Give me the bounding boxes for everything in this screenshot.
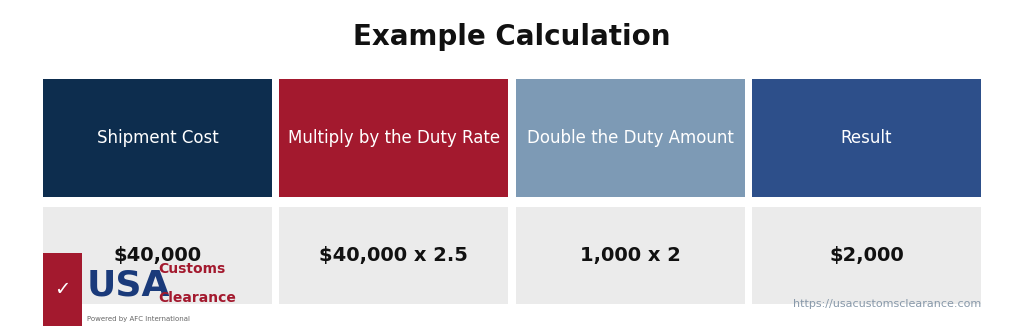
FancyBboxPatch shape <box>43 207 272 304</box>
Text: Result: Result <box>841 129 892 147</box>
Text: Clearance: Clearance <box>159 291 237 305</box>
Text: Customs: Customs <box>159 262 226 276</box>
FancyBboxPatch shape <box>280 207 508 304</box>
FancyBboxPatch shape <box>752 207 981 304</box>
Text: $40,000 x 2.5: $40,000 x 2.5 <box>319 246 468 265</box>
Text: Powered by AFC International: Powered by AFC International <box>87 316 190 322</box>
Text: $40,000: $40,000 <box>114 246 202 265</box>
Text: USA: USA <box>87 269 171 303</box>
Text: https://usacustomsclearance.com: https://usacustomsclearance.com <box>793 299 981 309</box>
Text: Example Calculation: Example Calculation <box>353 23 671 51</box>
FancyBboxPatch shape <box>43 79 272 197</box>
FancyBboxPatch shape <box>280 79 508 197</box>
Text: $2,000: $2,000 <box>829 246 904 265</box>
FancyBboxPatch shape <box>515 207 744 304</box>
FancyBboxPatch shape <box>515 79 744 197</box>
Text: ✓: ✓ <box>54 280 71 299</box>
Text: Double the Duty Amount: Double the Duty Amount <box>526 129 733 147</box>
FancyBboxPatch shape <box>43 253 82 326</box>
Text: 1,000 x 2: 1,000 x 2 <box>580 246 681 265</box>
FancyBboxPatch shape <box>752 79 981 197</box>
Text: Multiply by the Duty Rate: Multiply by the Duty Rate <box>288 129 500 147</box>
Text: Shipment Cost: Shipment Cost <box>96 129 218 147</box>
